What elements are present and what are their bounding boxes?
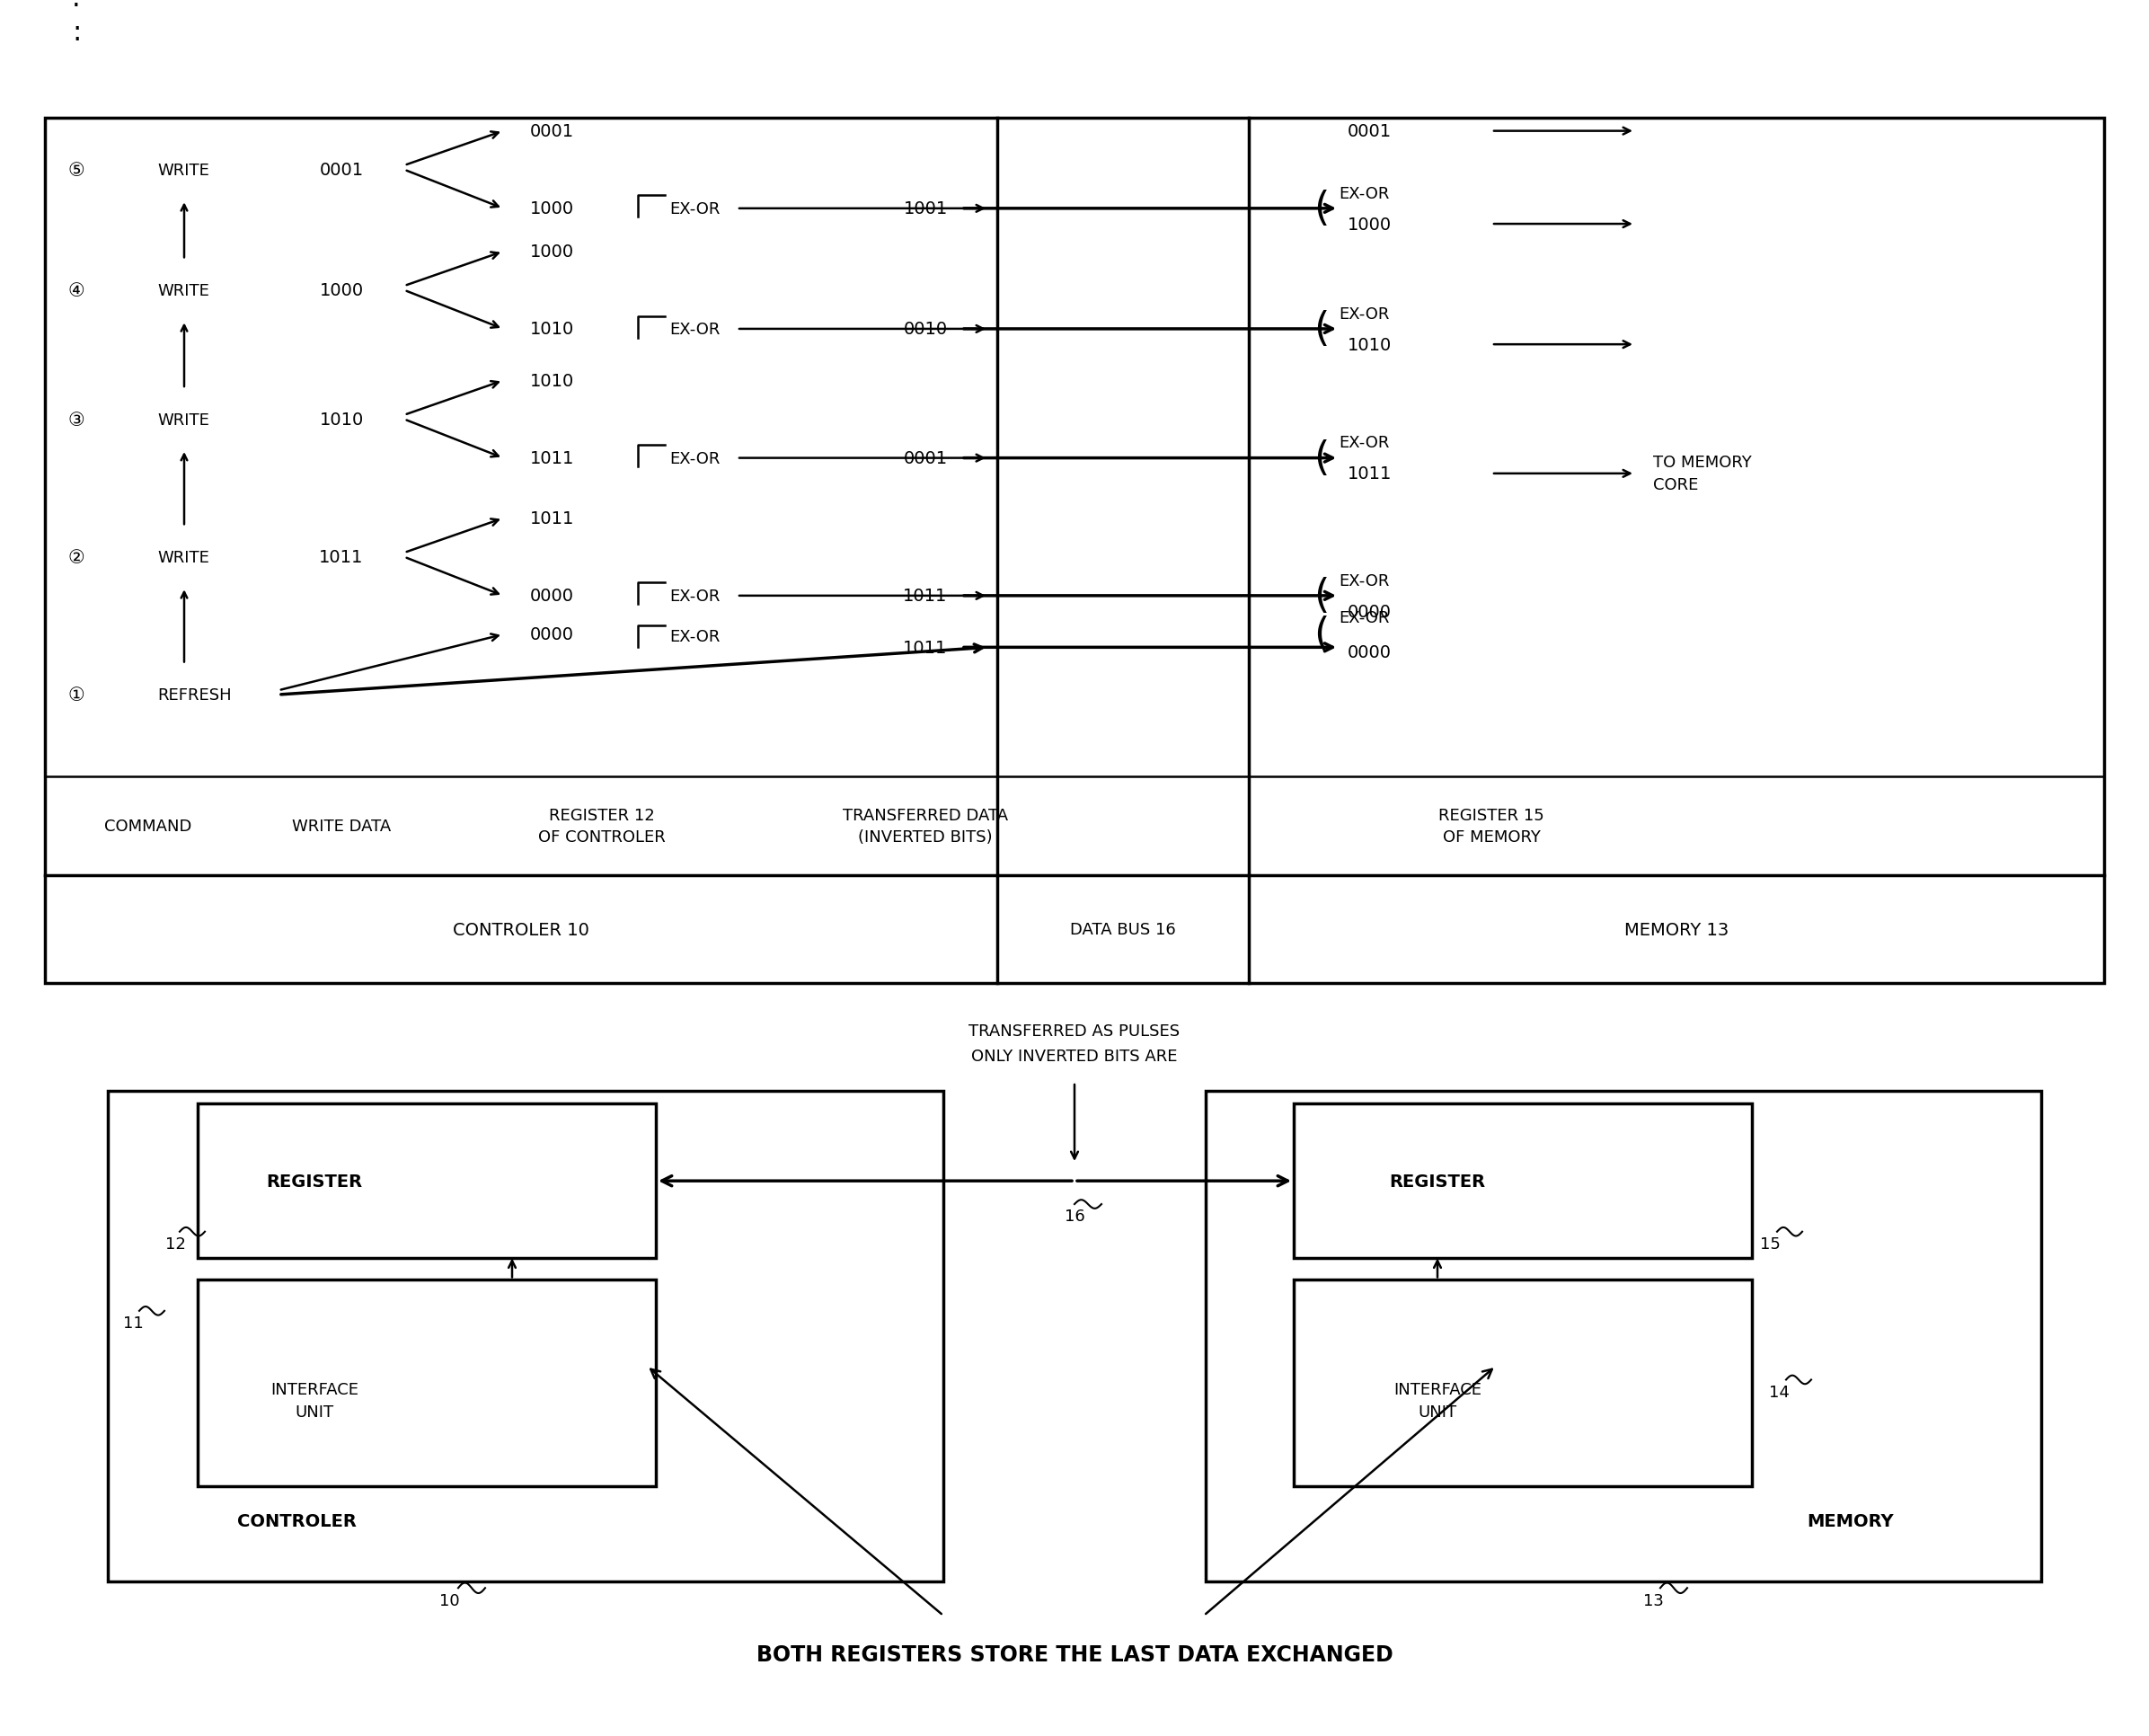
Text: CONTROLER 10: CONTROLER 10 [453, 922, 589, 937]
Text: ⑤: ⑤ [69, 161, 84, 179]
Text: (: ( [1313, 576, 1330, 616]
Text: COMMAND: COMMAND [105, 818, 191, 835]
Text: 0000: 0000 [1347, 644, 1393, 661]
Text: ④: ④ [69, 281, 84, 300]
Text: REGISTER: REGISTER [266, 1172, 363, 1189]
Text: MEMORY 13: MEMORY 13 [1625, 922, 1728, 937]
Text: 0001: 0001 [1347, 123, 1393, 141]
Text: 1000: 1000 [531, 201, 574, 217]
Text: EX-OR: EX-OR [668, 589, 720, 604]
Text: REGISTER 12
OF CONTROLER: REGISTER 12 OF CONTROLER [537, 807, 666, 845]
Text: 1011: 1011 [531, 510, 574, 528]
Bar [198, 1104, 655, 1259]
Text: EX-OR: EX-OR [1339, 609, 1388, 625]
Text: EX-OR: EX-OR [1339, 436, 1388, 451]
Text: REGISTER: REGISTER [1390, 1172, 1485, 1189]
Text: 1010: 1010 [531, 321, 574, 339]
Text: TO MEMORY
CORE: TO MEMORY CORE [1653, 455, 1751, 493]
Bar [1206, 1090, 2042, 1581]
Text: EX-OR: EX-OR [1339, 306, 1388, 323]
Text: 14: 14 [1769, 1384, 1790, 1399]
Text: 1010: 1010 [320, 411, 363, 429]
Text: ONLY INVERTED BITS ARE: ONLY INVERTED BITS ARE [971, 1049, 1178, 1064]
Text: TRANSFERRED DATA
(INVERTED BITS): TRANSFERRED DATA (INVERTED BITS) [842, 807, 1008, 845]
Text: (: ( [1313, 311, 1330, 349]
Text: INTERFACE
UNIT: INTERFACE UNIT [271, 1382, 359, 1420]
Text: BOTH REGISTERS STORE THE LAST DATA EXCHANGED: BOTH REGISTERS STORE THE LAST DATA EXCHA… [756, 1644, 1393, 1665]
Text: ②: ② [69, 549, 84, 566]
Text: WRITE: WRITE [157, 283, 208, 299]
Text: 0000: 0000 [531, 627, 574, 644]
Text: 1011: 1011 [531, 450, 574, 467]
Text: 1000: 1000 [531, 243, 574, 260]
Bar [198, 1279, 655, 1486]
Text: 10: 10 [438, 1592, 460, 1608]
Text: 0000: 0000 [531, 589, 574, 604]
Text: INTERFACE
UNIT: INTERFACE UNIT [1393, 1382, 1481, 1420]
Bar [1294, 1104, 1751, 1259]
Text: (: ( [1313, 189, 1330, 229]
Text: 0001: 0001 [320, 161, 363, 179]
Text: TRANSFERRED AS PULSES: TRANSFERRED AS PULSES [969, 1023, 1180, 1038]
Text: WRITE: WRITE [157, 161, 208, 179]
Text: 1001: 1001 [903, 201, 948, 217]
Text: EX-OR: EX-OR [668, 628, 720, 646]
Text: REGISTER 15
OF MEMORY: REGISTER 15 OF MEMORY [1438, 807, 1545, 845]
Text: REFRESH: REFRESH [157, 687, 232, 703]
Text: (: ( [1313, 616, 1330, 654]
Text: 0001: 0001 [903, 450, 948, 467]
Text: 1011: 1011 [320, 549, 363, 566]
Text: 11: 11 [122, 1314, 144, 1332]
Bar [107, 1090, 943, 1581]
Text: 16: 16 [1064, 1208, 1085, 1224]
Text: EX-OR: EX-OR [668, 201, 720, 217]
Bar [1294, 1279, 1751, 1486]
Text: 1011: 1011 [1347, 465, 1393, 483]
Text: WRITE DATA: WRITE DATA [292, 818, 391, 835]
Text: (: ( [1313, 439, 1330, 477]
Text: EX-OR: EX-OR [668, 450, 720, 467]
Text: MEMORY: MEMORY [1807, 1512, 1893, 1529]
Text: 1000: 1000 [320, 283, 363, 299]
Text: EX-OR: EX-OR [1339, 573, 1388, 589]
Text: WRITE: WRITE [157, 549, 208, 566]
Text: ③: ③ [69, 411, 84, 429]
Text: ①: ① [69, 686, 84, 705]
Text: 1011: 1011 [903, 639, 948, 656]
Text: 13: 13 [1642, 1592, 1663, 1608]
Text: 1000: 1000 [1347, 215, 1393, 233]
Text: EX-OR: EX-OR [1339, 186, 1388, 201]
Text: 1010: 1010 [531, 373, 574, 389]
Text: :: : [71, 19, 82, 45]
Text: 15: 15 [1760, 1236, 1779, 1252]
Text: WRITE: WRITE [157, 411, 208, 429]
Text: .: . [73, 0, 82, 12]
Text: 1010: 1010 [1347, 337, 1393, 354]
Text: CONTROLER: CONTROLER [236, 1512, 357, 1529]
Text: 0000: 0000 [1347, 602, 1393, 620]
Text: 1011: 1011 [903, 589, 948, 604]
Text: DATA BUS 16: DATA BUS 16 [1070, 922, 1176, 937]
Text: EX-OR: EX-OR [668, 321, 720, 337]
Text: 0010: 0010 [903, 321, 948, 339]
Text: 12: 12 [165, 1236, 185, 1252]
Text: 0001: 0001 [531, 123, 574, 141]
Bar [45, 118, 2104, 983]
